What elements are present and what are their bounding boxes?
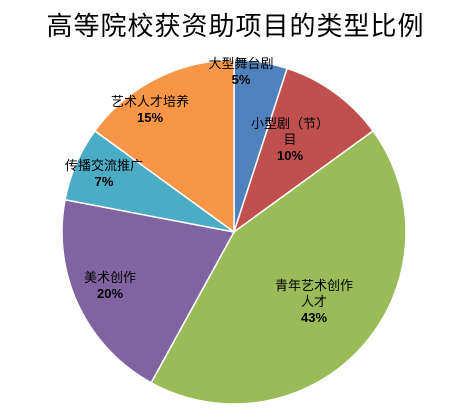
- pie-slice-5: [93, 59, 235, 234]
- pie-slice-3: [61, 198, 236, 384]
- slice-label-2: 青年艺术创作人才 43%: [275, 279, 353, 325]
- slice-percent: 5%: [232, 72, 251, 87]
- slice-label-line: 人才: [301, 295, 327, 310]
- slice-percent: 10%: [277, 148, 303, 163]
- slice-percent: 20%: [97, 286, 123, 301]
- slice-label-4: 传播交流推广 7%: [65, 158, 143, 189]
- slice-label-1: 小型剧（节）目 10%: [251, 117, 329, 163]
- slice-label-line: 小型剧（节）: [251, 117, 329, 132]
- slice-label-line: 传播交流推广: [65, 158, 143, 174]
- slice-percent: 43%: [301, 310, 327, 325]
- slice-label-line: 青年艺术创作: [275, 279, 353, 294]
- chart-title: 高等院校获资助项目的类型比例: [46, 12, 425, 42]
- slice-label-line: 大型舞台剧: [208, 57, 273, 72]
- pie-slices: [61, 59, 407, 405]
- pie-slice-2: [150, 129, 407, 405]
- slice-label-line: 艺术人才培养: [111, 94, 189, 110]
- pie-labels: 大型舞台剧 5% 小型剧（节）目 10% 青年艺术创作人才 43% 美术创作 20% 传播交流推…: [65, 57, 353, 325]
- slice-label-3: 美术创作 20%: [84, 271, 136, 301]
- slice-label-line: 目: [283, 133, 296, 148]
- slice-label-5: 艺术人才培养 15%: [111, 94, 189, 125]
- slice-label-0: 大型舞台剧 5%: [208, 57, 273, 87]
- slice-percent: 7%: [95, 174, 114, 189]
- slice-percent: 15%: [137, 110, 163, 125]
- pie-slice-1: [232, 67, 375, 234]
- slice-label-line: 美术创作: [84, 271, 136, 286]
